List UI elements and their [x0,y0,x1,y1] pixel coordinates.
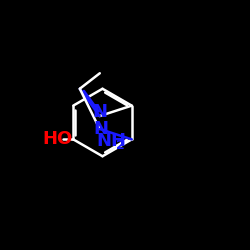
Text: N: N [94,120,108,138]
Text: HO: HO [42,130,72,148]
Text: 2: 2 [116,139,124,152]
Text: N: N [92,102,107,120]
Text: NH: NH [96,132,126,150]
